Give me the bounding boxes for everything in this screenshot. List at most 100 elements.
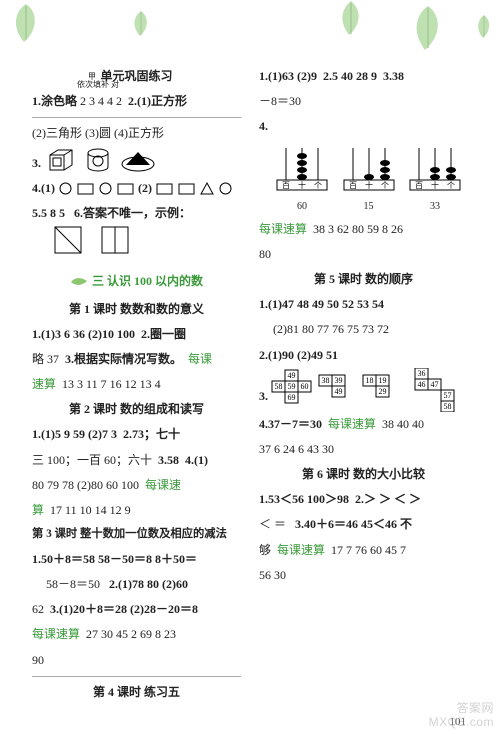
svg-text:58: 58 (275, 382, 283, 391)
number-grid-icon: 4958596069 383949 181929 3646475758 (271, 368, 455, 412)
s6-l1: 1.53＜56 100＞98 2.＞ ＞ ＜ ＞ (259, 487, 468, 512)
s5-l2: (2)81 80 77 76 75 73 72 (259, 317, 468, 342)
s2-q3: 3.58 (158, 453, 179, 467)
s6-q2: 2.＞ ＞ ＜ ＞ (355, 492, 421, 506)
s6-q3: 3.40＋6＝46 45＜46 不 (295, 517, 412, 531)
s5-mk-nums: 38 40 40 (382, 417, 424, 431)
s3-l2: 58－8＝50 (46, 577, 100, 591)
svg-text:39: 39 (335, 376, 343, 385)
s1-l2a: 略 37 (32, 352, 59, 366)
q4b-label: (2) (138, 181, 152, 195)
mk-label: 每课速算 (32, 627, 80, 641)
page-content: 单元巩固练习 1.涂色略 甲 依次填补 对 2 3 4 4 2 2.(1)正方形… (32, 64, 468, 710)
svg-text:57: 57 (444, 391, 452, 400)
s4-mk-line: 每课速算 38 3 62 80 59 8 26 (259, 217, 468, 242)
s6-l3a: 够 (259, 543, 271, 557)
square-diag-2-icon (101, 226, 129, 254)
svg-text:个: 个 (314, 181, 322, 190)
circle-icon (59, 182, 72, 195)
s6-l2: ＜ ＝ 3.40＋6＝46 45＜46 不 (259, 512, 468, 537)
svg-text:36: 36 (418, 369, 426, 378)
abacus-2: 百十个 15 (342, 144, 396, 217)
rect-icon (178, 183, 195, 195)
rect-icon (117, 183, 134, 195)
rect-icon (156, 183, 173, 195)
circle-icon (99, 182, 112, 195)
s2-line3: 80 79 78 (2)80 60 100 每课速 (32, 473, 241, 498)
s5-l5: 4.37－7＝30 每课速算 38 40 40 (259, 412, 468, 437)
triangle-icon (200, 182, 214, 195)
watermark-line1: 答案网 (429, 702, 494, 716)
s4-line1: 1.(1)63 (2)9 2.5 40 28 9 3.38 (259, 64, 468, 89)
s3-title: 第 3 课时 整十数加一位数及相应的减法 (32, 523, 241, 547)
svg-text:百: 百 (282, 181, 290, 190)
svg-text:十: 十 (298, 180, 306, 190)
svg-text:个: 个 (447, 181, 455, 190)
q1-label: 1.涂色略 (32, 94, 77, 108)
abacus-row: 百十个 60 百十个 15 百十 (275, 144, 468, 217)
s5-grids: 3. 4958596069 383949 181929 3646475758 (259, 368, 468, 412)
s4-mk-nums: 38 3 62 80 59 8 26 (313, 222, 403, 236)
s1-q1: 1.(1)3 6 36 (2)10 100 (32, 327, 135, 341)
q5-q6: 5.5 8 5 6.答案不唯一，示例： (32, 201, 241, 226)
s1-title: 第 1 课时 数数和数的意义 (32, 297, 241, 322)
abacus-1-label: 60 (297, 201, 307, 212)
decor-leaf-4 (408, 4, 448, 54)
section-3-heading: 三 认识 100 以内的数 (32, 269, 241, 296)
s2-line2: 三 100；一百 60；六十 3.58 4.(1) (32, 448, 241, 473)
s4-q3: 3.38 (383, 69, 404, 83)
svg-text:29: 29 (379, 387, 387, 396)
s2-q1: 1.(1)5 9 59 (2)7 3 (32, 427, 117, 441)
s3-line2: 58－8＝50 2.(1)78 80 (2)60 (32, 572, 241, 597)
s2-line4: 算 17 11 10 14 12 9 (32, 498, 241, 523)
q6-diagrams (32, 226, 241, 255)
s4-q1: 1.(1)63 (2)9 (259, 69, 317, 83)
s3-q2: 2.(1)78 80 (2)60 (109, 577, 188, 591)
s3-l3a: 62 (32, 602, 44, 616)
mk-label: 每课 (188, 352, 212, 366)
decor-leaf-2 (130, 10, 152, 38)
s6-l2a: ＜ ＝ (259, 517, 286, 531)
c2-mk-line1: 每课速算 27 30 45 2 69 8 23 (32, 622, 241, 647)
svg-text:18: 18 (366, 376, 374, 385)
watermark-line2: MXQE.com (429, 716, 494, 730)
s6-l3: 够 每课速算 17 7 76 60 45 7 (259, 538, 468, 563)
circle-icon (219, 182, 232, 195)
decor-leaf-5 (474, 14, 494, 40)
s1-line1: 1.(1)3 6 36 (2)10 100 2.圈一圈 (32, 322, 241, 347)
abacus-3-label: 33 (430, 201, 440, 212)
s2-mk-nums: 17 11 10 14 12 9 (50, 503, 131, 517)
s2-l2: 三 100；一百 60；六十 (32, 453, 152, 467)
svg-text:69: 69 (288, 393, 296, 402)
s2-l3: 80 79 78 (2)80 60 100 (32, 478, 139, 492)
svg-text:59: 59 (288, 382, 296, 391)
s6-l4: 56 30 (259, 563, 468, 588)
svg-text:49: 49 (288, 371, 296, 380)
s4-q4-label: 4. (259, 114, 468, 139)
mk-label: 每课速 (145, 478, 181, 492)
divider-line (32, 117, 241, 118)
s6-mk-nums: 17 7 76 60 45 7 (331, 543, 406, 557)
s5-l1: 1.(1)47 48 49 50 52 53 54 (259, 292, 468, 317)
q5: 5.5 8 5 (32, 206, 65, 220)
s1-q3: 3.根据实际情况写数。 (65, 352, 182, 366)
cube-with-square-icon (46, 147, 76, 173)
prism-with-triangle-icon (120, 147, 156, 173)
mk-label-2: 速算 (32, 377, 56, 391)
unit-title: 单元巩固练习 (32, 64, 241, 89)
s2-title: 第 2 课时 数的组成和读写 (32, 397, 241, 422)
svg-text:百: 百 (349, 181, 357, 190)
svg-text:58: 58 (444, 402, 452, 411)
q2-rest: (2)三角形 (3)圆 (4)正方形 (32, 121, 241, 146)
svg-text:19: 19 (379, 376, 387, 385)
s3-line3: 62 3.(1)20＋8＝28 (2)28－20＝8 (32, 597, 241, 622)
mk-label: 每课速算 (259, 222, 307, 236)
svg-text:60: 60 (301, 382, 309, 391)
s4-q2: 2.5 40 28 9 (323, 69, 377, 83)
s4-title: 第 4 课时 练习五 (32, 680, 241, 705)
q4-shapes: 4.(1) (2) (32, 176, 241, 201)
c2-mk-line2: 90 (32, 648, 241, 673)
q4a-label: 4.(1) (32, 181, 55, 195)
q3-label: 3. (32, 156, 41, 170)
mk-label-2: 算 (32, 503, 44, 517)
